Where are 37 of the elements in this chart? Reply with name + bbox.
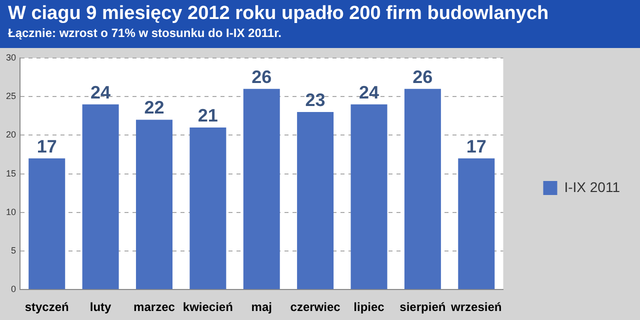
y-tick-label: 5	[10, 245, 16, 256]
data-label: 26	[252, 66, 272, 87]
data-label: 17	[36, 136, 57, 156]
data-label: 24	[90, 82, 111, 102]
bar	[404, 88, 441, 290]
x-tick-label: sierpień	[400, 300, 446, 314]
data-label: 24	[358, 82, 380, 102]
y-tick-label: 25	[6, 91, 16, 102]
x-tick-label: styczeń	[24, 300, 69, 314]
y-tick-label: 30	[6, 52, 16, 62]
data-label: 17	[466, 136, 486, 156]
legend-label: I-IX 2011	[564, 178, 620, 195]
chart-title: W ciagu 9 miesięcy 2012 roku upadło 200 firm budowlanych	[8, 3, 550, 25]
x-tick-label: lipiec	[354, 300, 385, 314]
bar	[243, 88, 280, 290]
y-tick-label: 15	[6, 168, 16, 178]
bar	[28, 158, 66, 290]
bar	[297, 112, 334, 290]
y-tick-label: 0	[10, 284, 16, 294]
data-label: 22	[144, 98, 164, 118]
data-label: 21	[198, 105, 218, 126]
bar	[350, 104, 388, 290]
bar	[82, 104, 119, 290]
x-tick-label: czerwiec	[290, 300, 341, 314]
data-label: 23	[305, 90, 326, 110]
x-tick-label: maj	[251, 300, 272, 314]
bar	[458, 158, 495, 290]
x-tick-label: kwiecień	[182, 300, 233, 314]
bar	[190, 127, 226, 290]
chart-subtitle: Łącznie: wzrost o 71% w stosunku do I-IX 2011r.	[8, 25, 282, 41]
x-tick-label: wrzesień	[450, 300, 502, 314]
data-label: 26	[412, 66, 433, 87]
x-tick-label: luty	[90, 300, 112, 314]
y-tick-label: 20	[6, 130, 16, 140]
y-tick-label: 10	[6, 206, 16, 217]
bar	[136, 120, 172, 290]
x-tick-label: marzec	[134, 300, 176, 314]
